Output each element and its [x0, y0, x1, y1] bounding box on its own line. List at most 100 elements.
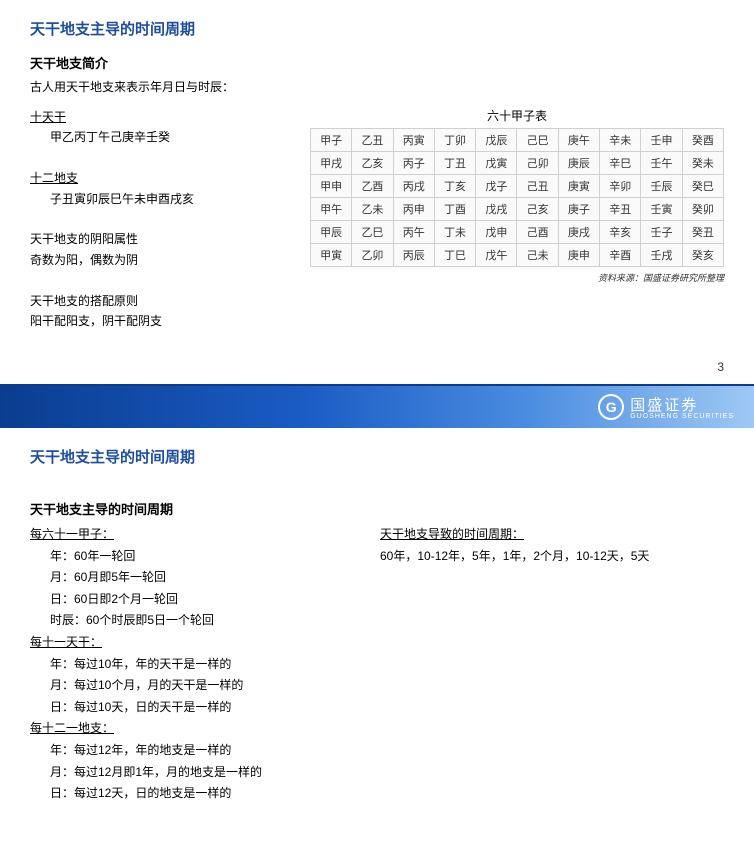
table-row: 甲戌乙亥丙子丁丑戊寅己卯庚辰辛巳壬午癸未 [311, 152, 724, 175]
yinyang-body: 奇数为阳，偶数为阴 [30, 250, 290, 270]
list-item: 年：60年一轮回 [50, 546, 360, 568]
table-cell: 丙午 [393, 221, 434, 244]
list-item: 年：每过12年，年的地支是一样的 [50, 740, 360, 762]
table-cell: 戊午 [476, 244, 517, 267]
dizhi-head: 十二地支 [30, 168, 290, 188]
table-cell: 己卯 [517, 152, 558, 175]
table-cell: 壬午 [641, 152, 682, 175]
sec1-lines: 年：60年一轮回月：60月即5年一轮回日：60日即2个月一轮回时辰：60个时辰即… [30, 546, 360, 632]
table-cell: 壬申 [641, 129, 682, 152]
table-cell: 乙亥 [352, 152, 393, 175]
table-row: 甲寅乙卯丙辰丁巳戊午己未庚申辛酉壬戌癸亥 [311, 244, 724, 267]
list-item: 月：每过12月即1年，月的地支是一样的 [50, 762, 360, 784]
table-cell: 己未 [517, 244, 558, 267]
company-banner: G 国盛证券 GUOSHENG SECURITIES [0, 384, 754, 428]
table-cell: 己丑 [517, 175, 558, 198]
table-cell: 乙丑 [352, 129, 393, 152]
list-item: 月：60月即5年一轮回 [50, 567, 360, 589]
sec3-head: 每十二一地支： [30, 718, 360, 740]
list-item: 月：每过10个月，月的天干是一样的 [50, 675, 360, 697]
table-cell: 戊子 [476, 175, 517, 198]
table-cell: 己酉 [517, 221, 558, 244]
sec1-head: 每六十一甲子： [30, 524, 360, 546]
table-cell: 戊辰 [476, 129, 517, 152]
list-item: 日：每过12天，日的地支是一样的 [50, 783, 360, 805]
table-cell: 辛未 [600, 129, 641, 152]
slide2-left: 每六十一甲子： 年：60年一轮回月：60月即5年一轮回日：60日即2个月一轮回时… [30, 524, 360, 805]
table-cell: 乙酉 [352, 175, 393, 198]
list-item: 年：每过10年，年的天干是一样的 [50, 654, 360, 676]
table-cell: 癸卯 [682, 198, 723, 221]
table-cell: 甲辰 [311, 221, 352, 244]
table-row: 甲午乙未丙申丁酉戊戌己亥庚子辛丑壬寅癸卯 [311, 198, 724, 221]
slide1-columns: 十天干 甲乙丙丁午己庚辛壬癸 十二地支 子丑寅卯辰巳午未申酉戌亥 天干地支的阴阳… [30, 107, 724, 331]
slide2-columns: 每六十一甲子： 年：60年一轮回月：60月即5年一轮回日：60日即2个月一轮回时… [30, 524, 724, 805]
table-cell: 庚辰 [558, 152, 599, 175]
table-cell: 庚午 [558, 129, 599, 152]
tiangan-head: 十天干 [30, 107, 290, 127]
table-cell: 癸酉 [682, 129, 723, 152]
table-cell: 甲午 [311, 198, 352, 221]
slide2-subtitle: 天干地支主导的时间周期 [30, 499, 724, 518]
table-cell: 乙卯 [352, 244, 393, 267]
table-cell: 丁巳 [434, 244, 475, 267]
table-cell: 甲寅 [311, 244, 352, 267]
table-cell: 辛卯 [600, 175, 641, 198]
table-cell: 庚申 [558, 244, 599, 267]
list-item: 时辰：60个时辰即5日一个轮回 [50, 610, 360, 632]
slide1-title: 天干地支主导的时间周期 [30, 18, 724, 39]
sec2-lines: 年：每过10年，年的天干是一样的月：每过10个月，月的天干是一样的日：每过10天… [30, 654, 360, 719]
jiazi-caption: 六十甲子表 [310, 107, 724, 124]
table-cell: 丙寅 [393, 129, 434, 152]
table-cell: 壬寅 [641, 198, 682, 221]
tiangan-body: 甲乙丙丁午己庚辛壬癸 [30, 127, 290, 147]
table-cell: 丙子 [393, 152, 434, 175]
slide1-right: 六十甲子表 甲子乙丑丙寅丁卯戊辰己巳庚午辛未壬申癸酉甲戌乙亥丙子丁丑戊寅己卯庚辰… [310, 107, 724, 331]
jiazi-table: 甲子乙丑丙寅丁卯戊辰己巳庚午辛未壬申癸酉甲戌乙亥丙子丁丑戊寅己卯庚辰辛巳壬午癸未… [310, 128, 724, 267]
table-cell: 戊寅 [476, 152, 517, 175]
table-cell: 癸丑 [682, 221, 723, 244]
table-cell: 癸巳 [682, 175, 723, 198]
company-name: 国盛证券 [630, 397, 698, 414]
sec3-lines: 年：每过12年，年的地支是一样的月：每过12月即1年，月的地支是一样的日：每过1… [30, 740, 360, 805]
right-head: 天干地支导致的时间周期： [380, 524, 649, 546]
list-item: 日：每过10天，日的天干是一样的 [50, 697, 360, 719]
page-number: 3 [717, 360, 724, 374]
table-cell: 己巳 [517, 129, 558, 152]
table-cell: 辛亥 [600, 221, 641, 244]
table-row: 甲辰乙巳丙午丁未戊申己酉庚戌辛亥壬子癸丑 [311, 221, 724, 244]
slide1-intro: 古人用天干地支来表示年月日与时辰： [30, 78, 724, 95]
company-name-en: GUOSHENG SECURITIES [630, 413, 734, 420]
table-source: 资料来源：国盛证券研究所整理 [310, 271, 724, 284]
table-cell: 甲子 [311, 129, 352, 152]
table-cell: 甲戌 [311, 152, 352, 175]
slide1-left: 十天干 甲乙丙丁午己庚辛壬癸 十二地支 子丑寅卯辰巳午未申酉戌亥 天干地支的阴阳… [30, 107, 290, 331]
slide2-title: 天干地支主导的时间周期 [30, 446, 724, 467]
table-cell: 庚戌 [558, 221, 599, 244]
table-cell: 庚子 [558, 198, 599, 221]
table-cell: 辛酉 [600, 244, 641, 267]
table-row: 甲申乙酉丙戌丁亥戊子己丑庚寅辛卯壬辰癸巳 [311, 175, 724, 198]
table-cell: 辛丑 [600, 198, 641, 221]
slide-1: 天干地支主导的时间周期 天干地支简介 古人用天干地支来表示年月日与时辰： 十天干… [0, 0, 754, 380]
table-cell: 丙辰 [393, 244, 434, 267]
sec2-head: 每十一天干： [30, 632, 360, 654]
table-cell: 辛巳 [600, 152, 641, 175]
table-cell: 乙未 [352, 198, 393, 221]
banner-logo: G 国盛证券 GUOSHENG SECURITIES [598, 394, 734, 420]
yinyang-head: 天干地支的阴阳属性 [30, 229, 290, 249]
slide1-subtitle: 天干地支简介 [30, 53, 724, 72]
table-cell: 丁卯 [434, 129, 475, 152]
table-cell: 己亥 [517, 198, 558, 221]
table-cell: 癸亥 [682, 244, 723, 267]
slide-2: 天干地支主导的时间周期 天干地支主导的时间周期 每六十一甲子： 年：60年一轮回… [0, 428, 754, 845]
table-cell: 癸未 [682, 152, 723, 175]
table-cell: 甲申 [311, 175, 352, 198]
banner-text-wrap: 国盛证券 GUOSHENG SECURITIES [630, 394, 734, 420]
table-cell: 丙申 [393, 198, 434, 221]
right-body: 60年，10-12年，5年，1年，2个月，10-12天，5天 [380, 546, 649, 568]
dizhi-body: 子丑寅卯辰巳午未申酉戌亥 [30, 189, 290, 209]
table-cell: 丙戌 [393, 175, 434, 198]
table-cell: 壬子 [641, 221, 682, 244]
table-cell: 丁亥 [434, 175, 475, 198]
